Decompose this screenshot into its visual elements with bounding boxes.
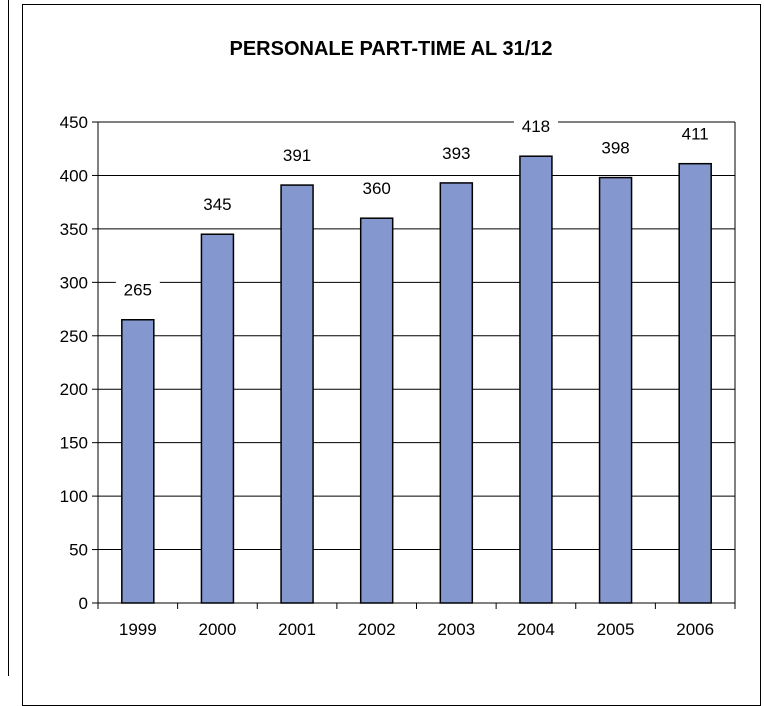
bar-2005 (598, 176, 633, 604)
bar-2004 (519, 155, 553, 604)
data-label: 265 (124, 281, 152, 300)
x-tick-label: 2004 (517, 620, 555, 639)
data-label-background (593, 137, 638, 160)
x-tick-label: 1999 (119, 620, 157, 639)
y-tick-label: 250 (60, 327, 88, 346)
data-label: 360 (363, 179, 391, 198)
x-tick-label: 2000 (199, 620, 237, 639)
bar-2002 (359, 217, 394, 604)
data-label: 393 (442, 144, 470, 163)
y-tick-label: 400 (60, 166, 88, 185)
data-label: 391 (283, 146, 311, 165)
y-tick-label: 50 (69, 541, 88, 560)
data-label-background (513, 116, 558, 139)
bar-1999 (121, 318, 155, 604)
y-tick-label: 350 (60, 220, 88, 239)
bar-2003 (439, 182, 474, 604)
data-label-background (195, 194, 240, 217)
data-label: 345 (203, 195, 231, 214)
data-label-background (434, 142, 479, 165)
x-tick-label: 2001 (278, 620, 316, 639)
page-left-border (8, 0, 9, 676)
x-tick-label: 2003 (437, 620, 475, 639)
data-label: 418 (522, 117, 550, 136)
x-tick-label: 2002 (358, 620, 396, 639)
bar-2000 (200, 233, 235, 604)
y-tick-label: 300 (60, 273, 88, 292)
y-tick-label: 0 (79, 594, 88, 613)
data-label-background (275, 145, 320, 168)
y-tick-label: 150 (60, 434, 88, 453)
x-tick-label: 2005 (597, 620, 635, 639)
y-tick-label: 450 (60, 113, 88, 132)
bar-2001 (280, 184, 314, 604)
data-label-background (673, 123, 718, 146)
data-label: 398 (601, 139, 629, 158)
data-label-background (354, 178, 399, 201)
bar-2006 (678, 162, 712, 604)
x-tick-label: 2006 (676, 620, 714, 639)
bar-chart: 0 50 100 150 200 250 300 350 400 450 265 1999 345 200… (60, 113, 736, 639)
y-tick-label: 200 (60, 380, 88, 399)
y-tick-label: 100 (60, 487, 88, 506)
chart-title: PERSONALE PART-TIME AL 31/12 (229, 38, 553, 60)
data-label: 411 (682, 125, 709, 144)
data-label-background (115, 279, 160, 302)
